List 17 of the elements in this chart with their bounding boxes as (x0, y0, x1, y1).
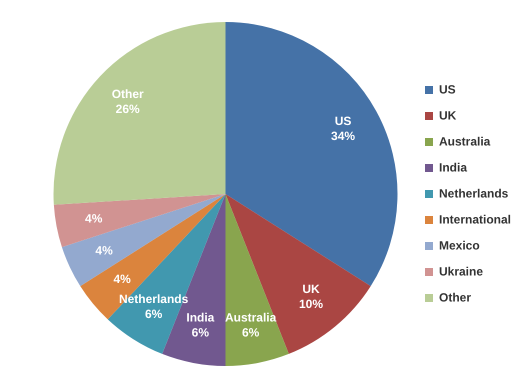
data-label: India 6% (186, 310, 215, 340)
data-label: Other 26% (112, 86, 144, 116)
legend-label: Other (438, 290, 472, 304)
data-label: Australia 6% (224, 310, 277, 340)
data-label: 4% (95, 243, 114, 258)
legend-label: Australia (438, 134, 491, 148)
legend-label: Netherlands (438, 186, 509, 200)
data-label: 4% (85, 211, 103, 226)
legend-label: India (438, 160, 468, 174)
data-label: 4% (113, 272, 132, 286)
legend-label: UK (438, 108, 457, 122)
data-label: US 34% (331, 114, 356, 144)
legend-label: Ukraine (438, 264, 484, 278)
legend-label: International (438, 212, 512, 226)
legend-label: Mexico (438, 238, 480, 252)
data-label: UK 10% (299, 282, 324, 312)
legend-label: US (438, 82, 456, 96)
